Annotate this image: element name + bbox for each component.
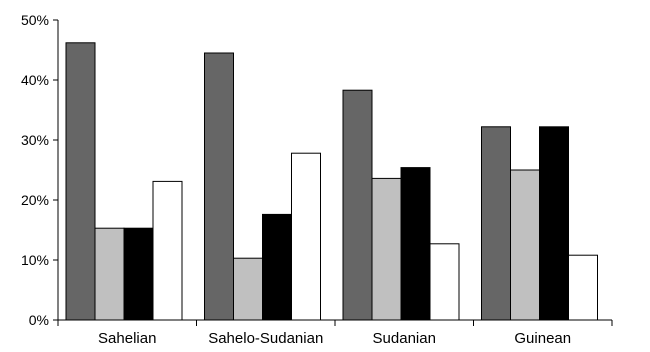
bar-series2-sahelian [94,227,125,321]
bar-series1-guinean [481,126,511,321]
y-tick-label: 40% [21,72,49,88]
bar-series1-sudanian [342,89,373,321]
bar-series4-sahelian [152,180,183,321]
bar-series4-sudanian [429,243,460,321]
category-label: Sudanian [373,330,436,347]
bar-series3-sahelian [123,227,154,321]
y-tick-label: 10% [21,252,49,268]
bar-series2-sahelo-sudanian [233,257,263,321]
bars [65,42,598,321]
bar-series3-guinean [539,126,569,321]
category-label: Sahelo-Sudanian [208,330,323,347]
bar-series4-guinean [568,254,598,321]
category-label: Sahelian [98,330,156,347]
y-tick-label: 50% [21,12,49,28]
bar-series1-sahelo-sudanian [204,52,234,321]
x-axis: Sahelian Sahelo-Sudanian Sudanian Guinean [57,319,613,347]
bar-series3-sudanian [400,167,431,321]
y-tick-label: 20% [21,192,49,208]
y-tick-label: 0% [29,312,49,328]
bar-series2-sudanian [371,177,402,321]
bar-series1-sahelian [65,42,96,321]
bar-series4-sahelo-sudanian [291,152,321,321]
y-axis: 0% 10% 20% 30% 40% 50% [21,12,59,328]
category-label: Guinean [514,330,571,347]
bar-series2-guinean [510,169,540,321]
bar-series3-sahelo-sudanian [262,213,292,321]
y-tick-label: 30% [21,132,49,148]
